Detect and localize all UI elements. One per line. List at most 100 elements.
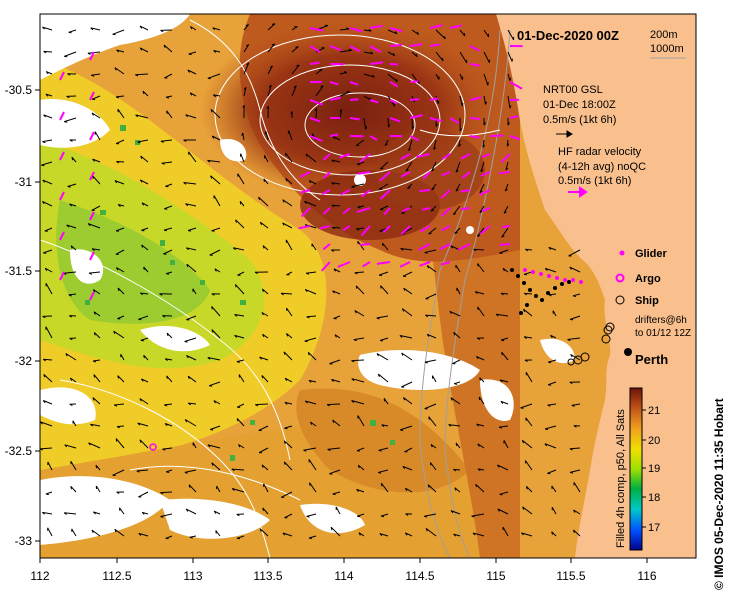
current-arrow <box>234 314 245 317</box>
current-arrow <box>382 242 389 251</box>
current-arrow-head <box>477 468 481 472</box>
current-arrow <box>186 247 197 251</box>
current-arrow <box>495 313 509 317</box>
current-arrow-head <box>207 159 211 163</box>
current-arrow <box>187 375 197 383</box>
current-arrow <box>548 381 557 386</box>
hf-radar-arrow <box>399 261 411 268</box>
current-arrow-head <box>377 373 380 377</box>
current-arrow <box>339 109 343 119</box>
current-arrow-head <box>90 423 94 427</box>
current-arrow <box>402 465 413 471</box>
hf-radar-arrow <box>457 243 471 251</box>
current-arrow-head <box>401 308 405 312</box>
current-arrow-head <box>283 461 286 465</box>
hf-radar-arrow <box>389 99 398 105</box>
current-arrow-head <box>544 268 548 271</box>
current-arrow <box>354 271 365 274</box>
current-arrow-head <box>500 401 504 405</box>
current-arrow <box>288 130 293 141</box>
current-arrow-head <box>521 440 524 444</box>
current-arrow-head <box>63 512 67 515</box>
current-arrow <box>261 464 269 471</box>
current-arrow-head <box>184 471 188 474</box>
current-arrow <box>267 23 276 31</box>
current-arrow-head <box>415 53 418 57</box>
current-arrow <box>507 95 511 109</box>
hf-radar-arrow <box>469 96 482 101</box>
current-arrow <box>211 306 221 317</box>
current-arrow-head <box>351 400 355 403</box>
current-arrow <box>43 358 53 361</box>
current-arrow-head <box>246 62 250 66</box>
current-arrow <box>267 85 272 97</box>
current-arrow-head <box>570 354 573 358</box>
current-arrow-head <box>236 418 239 422</box>
current-arrow-head <box>135 114 139 118</box>
current-arrow <box>405 532 413 537</box>
current-arrow <box>163 227 173 231</box>
current-arrow <box>283 351 293 361</box>
current-arrow <box>450 510 461 515</box>
current-arrow <box>455 161 461 173</box>
current-arrow <box>355 285 365 295</box>
hf-radar-arrow <box>300 207 311 218</box>
colorbar-ticks: 21 20 19 18 17 <box>642 405 660 534</box>
current-arrow-head <box>92 360 97 363</box>
current-arrow <box>284 425 293 429</box>
current-arrow-head <box>411 126 415 130</box>
current-arrow-head <box>380 515 385 518</box>
current-arrow <box>502 526 509 537</box>
current-arrow-head <box>213 510 217 514</box>
current-arrow-head <box>165 96 170 99</box>
current-arrow-head <box>479 190 483 194</box>
current-arrow <box>70 245 77 251</box>
current-arrow-head <box>186 355 189 359</box>
y-tick-label: -33 <box>15 534 33 548</box>
current-arrow <box>116 161 125 163</box>
current-arrow <box>140 292 149 295</box>
hf-radar-arrow <box>369 24 383 29</box>
hf-radar-arrow <box>321 189 331 195</box>
current-arrow-head <box>455 169 459 173</box>
current-arrow-head <box>308 180 312 184</box>
current-arrow-head <box>370 51 374 55</box>
hf-radar-arrow <box>509 115 519 119</box>
current-arrow <box>141 202 149 207</box>
current-arrow-head <box>368 28 372 32</box>
hf-radar-arrow <box>349 45 361 53</box>
current-arrow <box>357 464 365 471</box>
current-arrow <box>351 400 365 405</box>
current-arrow <box>357 205 365 208</box>
hf-radar-arrow <box>416 153 431 158</box>
current-arrow <box>387 51 395 57</box>
current-arrow <box>310 421 317 427</box>
current-arrow-head <box>189 536 193 539</box>
current-arrow-head <box>262 507 264 512</box>
current-arrow <box>483 51 490 63</box>
current-arrow <box>189 535 197 538</box>
colorbar-tick-label: 19 <box>648 463 660 475</box>
current-arrow <box>143 266 149 273</box>
current-arrow-head <box>186 263 189 268</box>
current-arrow <box>119 507 125 515</box>
current-arrow <box>44 227 53 232</box>
hf-radar-arrow <box>89 171 95 181</box>
current-arrow-head <box>165 273 170 275</box>
current-arrow <box>213 400 221 405</box>
current-arrow <box>573 529 581 537</box>
current-arrow-head <box>186 247 189 251</box>
current-arrow-head <box>214 268 217 272</box>
current-arrow <box>64 117 77 123</box>
current-arrow-head <box>166 471 170 473</box>
current-arrow-head <box>405 169 409 172</box>
current-arrow <box>93 332 101 339</box>
current-arrow-head <box>42 201 45 205</box>
current-arrow <box>497 464 509 471</box>
current-arrow-head <box>314 107 318 111</box>
current-arrow <box>281 292 293 295</box>
current-arrow <box>291 85 297 97</box>
current-arrow-head <box>404 487 408 491</box>
current-arrow <box>259 356 269 361</box>
current-arrow <box>187 69 197 75</box>
